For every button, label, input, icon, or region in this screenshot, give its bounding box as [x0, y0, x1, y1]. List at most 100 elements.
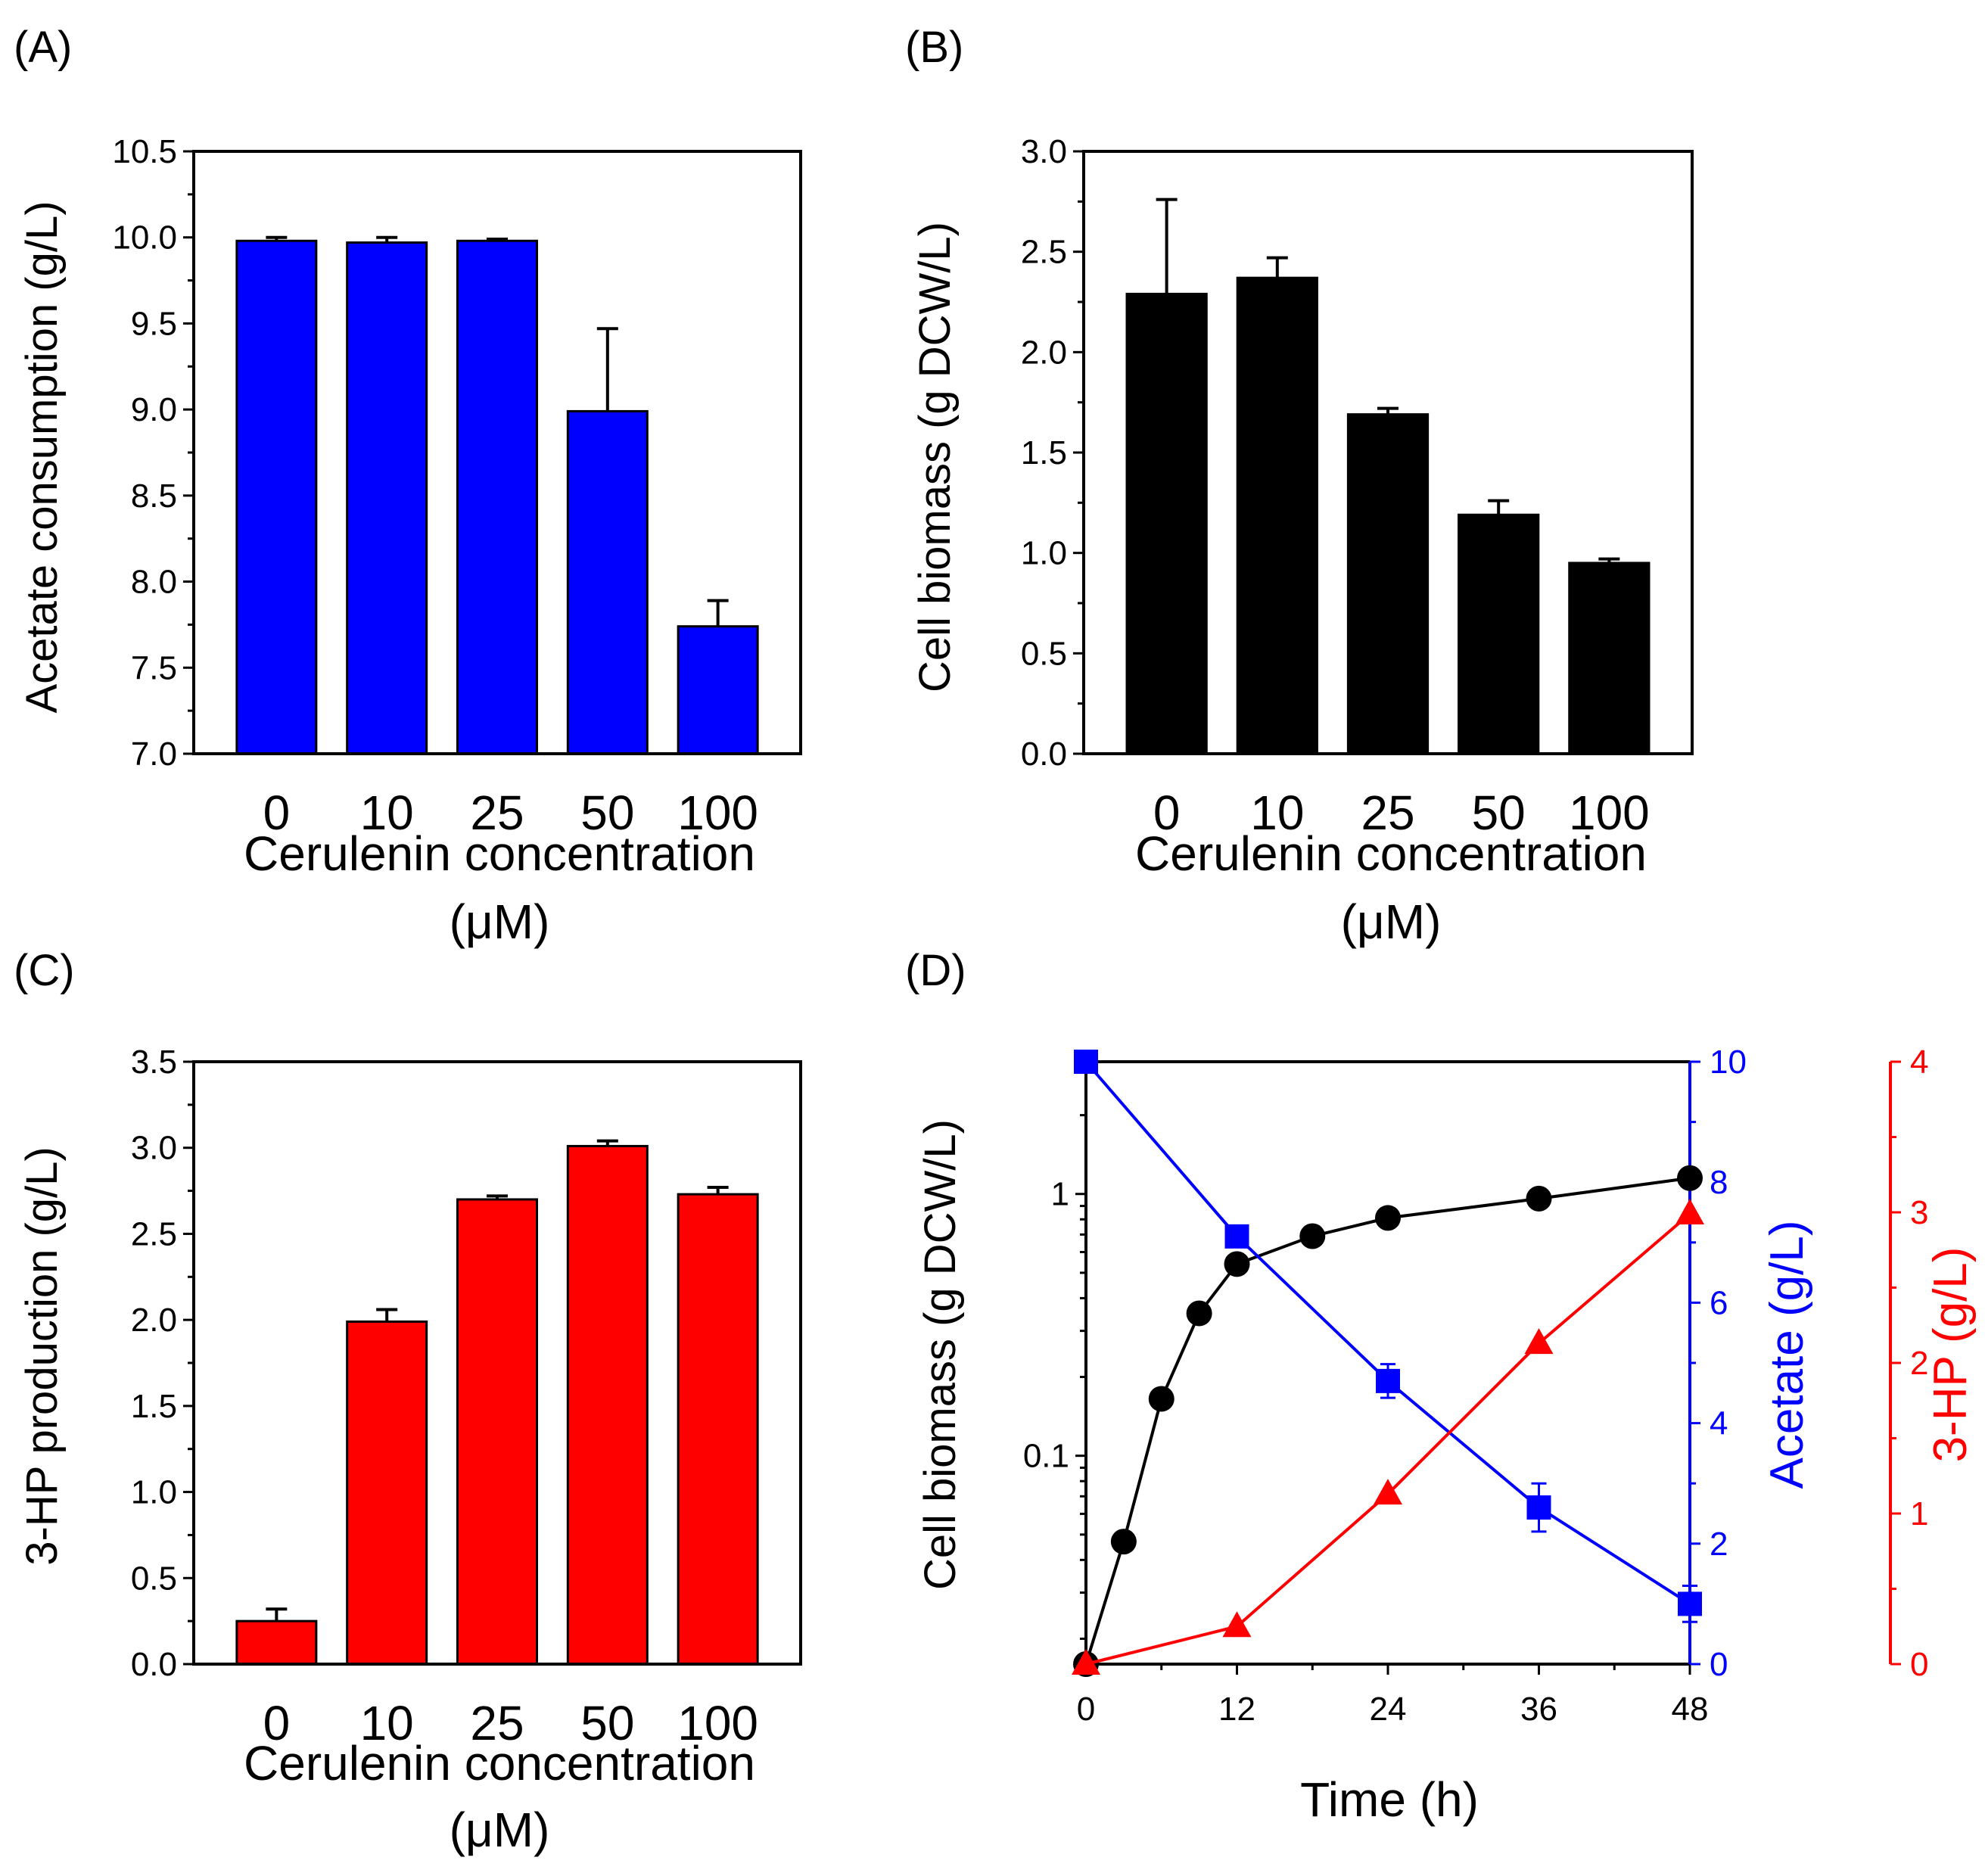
panel-c-y-axis-label: 3-HP production (g/L): [17, 1146, 67, 1565]
panel-c-y-tick-label: 0.5: [131, 1560, 177, 1597]
panel-d-cell-biomass-point: [1677, 1165, 1703, 1191]
panel-c-y-tick-label: 1.5: [131, 1388, 177, 1425]
panel-a-y-tick-label: 9.5: [131, 305, 177, 342]
panel-d-cell-biomass-point: [1299, 1223, 1326, 1249]
panel-d-left-tick-label: 0.1: [1023, 1438, 1069, 1475]
panel-d-acetate-point: [1376, 1368, 1400, 1393]
panel-d-cell-biomass-point: [1526, 1185, 1552, 1212]
panel-d-left-axis-label: Cell biomass (g DCW/L): [916, 1119, 965, 1590]
panel-c-x-axis-label: Cerulenin concentration: [244, 1736, 755, 1790]
panel-c-x-tick-label: 10: [360, 1696, 414, 1750]
panel-b-x-tick-label: 50: [1472, 786, 1526, 840]
panel-d-cell-biomass-point: [1186, 1300, 1212, 1327]
panel-c-y-tick-label: 3.0: [131, 1130, 177, 1167]
panel-label-d: (D): [905, 946, 966, 995]
panel-d-acetate-point: [1526, 1495, 1551, 1520]
panel-b-bar-10: [1236, 276, 1318, 755]
panel-b-y-tick-label: 2.0: [1021, 334, 1067, 371]
panel-b-y-tick-label: 1.5: [1021, 434, 1067, 471]
panel-b-bar-100: [1568, 562, 1651, 755]
panel-label-a: (A): [14, 23, 72, 72]
panel-d-acetate-tick-label: 10: [1710, 1044, 1747, 1081]
panel-a-y-tick-label: 10.0: [112, 219, 177, 257]
panel-a-y-tick-label: 8.5: [131, 478, 177, 515]
panel-d-x-axis-label: Time (h): [1300, 1772, 1479, 1827]
panel-d-acetate-tick-label: 2: [1710, 1526, 1728, 1563]
panel-d-cell-biomass-point: [1148, 1386, 1175, 1412]
panel-d-acetate-tick-label: 0: [1710, 1646, 1728, 1683]
panel-d-cell-biomass-point: [1110, 1529, 1137, 1555]
panel-c-x-tick-label: 50: [580, 1696, 634, 1750]
panel-d-acetate-line: [1084, 1060, 1691, 1606]
panel-d-3-hp-line: [1085, 1212, 1691, 1666]
panel-d-3hp-axis-label: 3-HP (g/L): [1924, 1247, 1977, 1463]
panel-c-x-axis-unit: (μM): [450, 1803, 550, 1857]
panel-a-y-tick-label: 7.5: [131, 649, 177, 686]
panel-c-y-tick-label: 3.5: [131, 1044, 177, 1081]
panel-b-y-tick-label: 3.0: [1021, 133, 1067, 170]
panel-label-b: (B): [905, 23, 963, 72]
panel-d-cell-biomass-point: [1375, 1205, 1401, 1231]
panel-c-bar-50: [566, 1144, 649, 1666]
panel-b-plot-frame: [1082, 150, 1694, 755]
panel-a-acetate-consumption-chart: Acetate consumption (g/L) Cerulenin conc…: [17, 133, 802, 949]
panel-b-x-axis-label: Cerulenin concentration: [1135, 826, 1647, 881]
panel-a-y-axis-label: Acetate consumption (g/L): [17, 201, 67, 713]
panel-d-acetate-point: [1074, 1050, 1098, 1074]
panel-a-bar-0: [235, 239, 318, 755]
panel-b-x-tick-label: 100: [1569, 786, 1650, 840]
panel-a-bar-10: [346, 241, 428, 755]
panel-d-time-course-chart: Cell biomass (g DCW/L) Acetate (g/L) 3-H…: [916, 1044, 1977, 1827]
panel-c-y-tick-label: 2.0: [131, 1302, 177, 1339]
panel-a-y-tick-label: 8.0: [131, 564, 177, 601]
panel-d-3hp-tick-label: 1: [1910, 1495, 1928, 1532]
panel-d-cell-biomass-point: [1224, 1251, 1250, 1277]
panel-c-bar-10: [346, 1320, 428, 1666]
panel-b-y-tick-label: 1.0: [1021, 535, 1067, 572]
panel-d-acetate-tick-label: 6: [1710, 1284, 1728, 1321]
panel-c-bar-25: [456, 1198, 538, 1666]
panel-a-bar-25: [456, 239, 538, 755]
panel-a-x-axis-label: Cerulenin concentration: [244, 826, 755, 881]
panel-b-x-axis-unit: (μM): [1341, 894, 1442, 949]
panel-d-3-hp-point: [1072, 1649, 1100, 1675]
panel-a-x-tick-label: 0: [263, 786, 291, 840]
panel-d-3-hp-point: [1524, 1328, 1554, 1355]
panel-d-x-tick-label: 24: [1370, 1691, 1407, 1728]
panel-b-y-tick-label: 0.0: [1021, 736, 1067, 773]
panel-a-x-tick-label: 100: [677, 786, 758, 840]
panel-d-3-hp-point: [1222, 1611, 1252, 1638]
panel-a-y-tick-label: 9.0: [131, 391, 177, 428]
panel-b-bar-0: [1125, 292, 1208, 755]
panel-b-bar-25: [1346, 413, 1430, 755]
panel-b-x-tick-label: 0: [1153, 786, 1181, 840]
panel-b-cell-biomass-chart: Cell biomass (g DCW/L) Cerulenin concent…: [910, 133, 1694, 949]
panel-c-plot-frame: [192, 1060, 802, 1666]
panel-d-3hp-tick-label: 0: [1910, 1646, 1928, 1683]
panel-b-x-tick-label: 25: [1361, 786, 1414, 840]
panel-a-bar-50: [566, 409, 649, 755]
panel-a-bar-100: [677, 625, 759, 755]
panel-b-y-tick-label: 0.5: [1021, 635, 1067, 672]
panel-d-x-tick-label: 48: [1672, 1691, 1709, 1728]
panel-a-x-axis-unit: (μM): [450, 894, 550, 949]
panel-a-plot-frame: [192, 150, 802, 755]
panel-d-cell-biomass-line: [1084, 1176, 1691, 1665]
panel-d-3-hp-point: [1374, 1479, 1402, 1505]
panel-d-3-hp-point: [1675, 1198, 1704, 1224]
panel-c-y-tick-label: 0.0: [131, 1646, 177, 1683]
panel-c-3hp-production-chart: 3-HP production (g/L) Cerulenin concentr…: [17, 1044, 802, 1857]
panel-a-x-tick-label: 50: [580, 786, 634, 840]
panel-d-x-tick-label: 36: [1520, 1691, 1557, 1728]
panel-b-y-tick-label: 2.5: [1021, 234, 1067, 271]
panel-a-y-tick-label: 7.0: [131, 736, 177, 773]
panel-c-y-tick-label: 1.0: [131, 1474, 177, 1511]
panel-c-x-tick-label: 25: [470, 1696, 524, 1750]
panel-d-3hp-tick-label: 2: [1910, 1345, 1928, 1382]
panel-c-bar-100: [677, 1193, 759, 1666]
panel-c-x-tick-label: 0: [263, 1696, 291, 1750]
panel-d-acetate-point: [1224, 1224, 1249, 1249]
panel-d-x-tick-label: 0: [1077, 1691, 1095, 1728]
panel-d-x-tick-label: 12: [1218, 1691, 1255, 1728]
